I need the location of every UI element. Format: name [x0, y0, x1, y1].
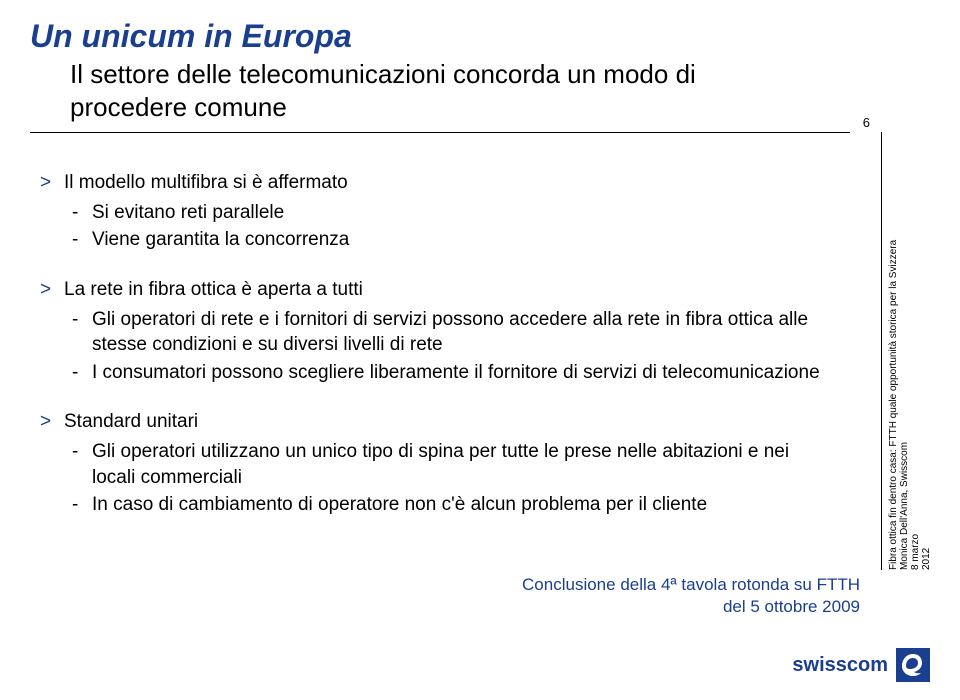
- slide-subtitle: Il settore delle telecomunicazioni conco…: [70, 58, 770, 123]
- title-rule: [30, 132, 850, 133]
- dash-icon: -: [72, 200, 92, 226]
- side-rule: [881, 132, 882, 570]
- section-lead: > Standard unitari: [40, 409, 830, 435]
- section-lead: > Il modello multifibra si è affermato: [40, 170, 830, 196]
- section-1: > La rete in fibra ottica è aperta a tut…: [40, 277, 830, 386]
- sub-text: I consumatori possono scegliere liberame…: [92, 360, 830, 386]
- sub-text: Si evitano reti parallele: [92, 200, 830, 226]
- conclusion-note: Conclusione della 4ª tavola rotonda su F…: [522, 574, 860, 618]
- sub-text: Gli operatori utilizzano un unico tipo d…: [92, 439, 830, 490]
- sub-text: In caso di cambiamento di operatore non …: [92, 492, 830, 518]
- chevron-icon: >: [40, 409, 64, 435]
- dash-icon: -: [72, 227, 92, 253]
- section-2: > Standard unitari - Gli operatori utili…: [40, 409, 830, 518]
- sub-item: - I consumatori possono scegliere libera…: [72, 360, 830, 386]
- dash-icon: -: [72, 492, 92, 518]
- section-lead: > La rete in fibra ottica è aperta a tut…: [40, 277, 830, 303]
- sub-item: - Gli operatori utilizzano un unico tipo…: [72, 439, 830, 490]
- sub-item: - Si evitano reti parallele: [72, 200, 830, 226]
- logo-text: swisscom: [792, 654, 888, 677]
- lead-text: La rete in fibra ottica è aperta a tutti: [64, 277, 363, 303]
- dash-icon: -: [72, 439, 92, 465]
- chevron-icon: >: [40, 277, 64, 303]
- section-0: > Il modello multifibra si è affermato -…: [40, 170, 830, 253]
- sub-item: - In caso di cambiamento di operatore no…: [72, 492, 830, 518]
- dash-icon: -: [72, 307, 92, 333]
- side-caption-date: 8 marzo 2012: [910, 132, 930, 570]
- logo: swisscom: [792, 648, 930, 682]
- dash-icon: -: [72, 360, 92, 386]
- conclusion-line-1: Conclusione della 4ª tavola rotonda su F…: [522, 574, 860, 596]
- slide-title: Un unicum in Europa: [30, 18, 352, 55]
- sub-item: - Gli operatori di rete e i fornitori di…: [72, 307, 830, 358]
- swisscom-logo-icon: [896, 648, 930, 682]
- body-content: > Il modello multifibra si è affermato -…: [40, 170, 830, 542]
- sub-text: Gli operatori di rete e i fornitori di s…: [92, 307, 830, 358]
- sub-item: - Viene garantita la concorrenza: [72, 227, 830, 253]
- sub-text: Viene garantita la concorrenza: [92, 227, 830, 253]
- slide: Un unicum in Europa Il settore delle tel…: [0, 0, 960, 700]
- conclusion-line-2: del 5 ottobre 2009: [522, 596, 860, 618]
- chevron-icon: >: [40, 170, 64, 196]
- side-caption-main: Fibra ottica fin dentro casa: FTTH quale…: [888, 132, 908, 570]
- lead-text: Standard unitari: [64, 409, 198, 435]
- lead-text: Il modello multifibra si è affermato: [64, 170, 348, 196]
- page-number: 6: [863, 115, 870, 130]
